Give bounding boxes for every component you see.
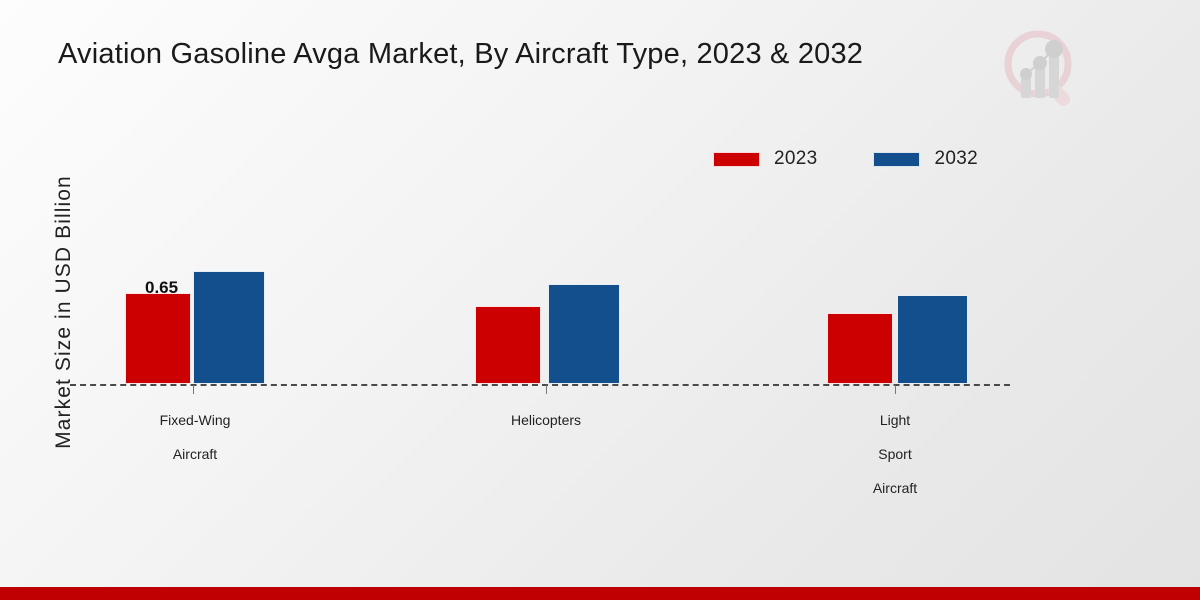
x-label-fixed-wing-line1: Fixed-Wing (159, 412, 231, 428)
bar-helicopters-2032[interactable] (548, 284, 620, 384)
legend-label-2032: 2032 (934, 148, 978, 169)
x-label-light-sport-line2: Sport (878, 446, 912, 462)
bar-helicopters-2023[interactable] (475, 306, 541, 384)
bar-fixed-wing-2023[interactable] (125, 293, 191, 384)
x-tick-fixed-wing (193, 385, 194, 394)
bar-fixed-wing-2032[interactable] (193, 271, 265, 384)
x-label-light-sport-line1: Light (879, 412, 911, 428)
x-label-helicopters: Helicopters (461, 395, 631, 446)
y-axis-title: Market Size in USD Billion (52, 175, 75, 449)
footer-accent-bar (0, 587, 1200, 600)
x-label-light-sport: Light Sport Aircraft (810, 395, 980, 514)
bar-light-sport-2023[interactable] (827, 313, 893, 384)
legend-item-2023[interactable]: 2023 (713, 148, 817, 170)
legend-swatch-2032-icon (873, 151, 921, 167)
x-label-helicopters-line1: Helicopters (510, 412, 582, 428)
x-tick-light-sport (895, 385, 896, 394)
bar-light-sport-2032[interactable] (897, 295, 968, 384)
axis-baseline (70, 384, 1010, 386)
chart-title: Aviation Gasoline Avga Market, By Aircra… (58, 38, 864, 70)
legend-swatch-2023-icon (713, 151, 760, 167)
bar-value-fixed-wing-2023: 0.65 (145, 278, 179, 297)
legend-label-2023: 2023 (774, 148, 818, 169)
x-tick-helicopters (546, 385, 547, 394)
x-label-fixed-wing: Fixed-Wing Aircraft (110, 395, 280, 480)
chart-legend: 2023 2032 (713, 148, 978, 170)
legend-item-2032[interactable]: 2032 (873, 148, 978, 170)
x-label-fixed-wing-line2: Aircraft (172, 446, 218, 462)
market-research-logo-icon (1004, 30, 1072, 106)
x-label-light-sport-line3: Aircraft (872, 480, 918, 496)
